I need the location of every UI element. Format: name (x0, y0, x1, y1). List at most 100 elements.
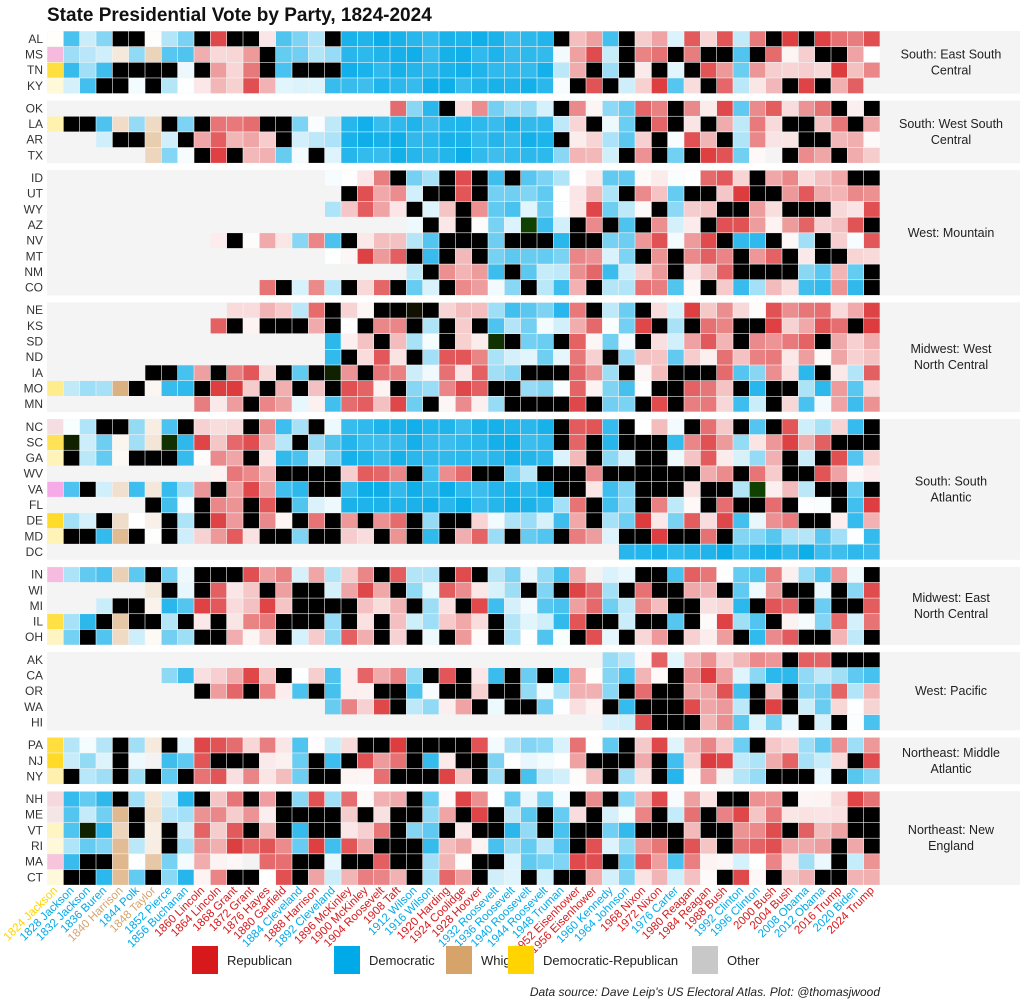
heatmap-cell (504, 116, 521, 132)
heatmap-cell (79, 46, 96, 62)
heatmap-cell (390, 434, 407, 450)
heatmap-cell (733, 567, 750, 583)
heatmap-cell (814, 513, 831, 529)
region-label: North Central (914, 607, 988, 621)
heatmap-cell (586, 598, 603, 614)
heatmap-cell (373, 822, 390, 838)
heatmap-cell (684, 838, 701, 854)
heatmap-cell (602, 116, 619, 132)
heatmap-cell (831, 753, 848, 769)
heatmap-cell (684, 147, 701, 163)
heatmap-cell (47, 380, 64, 396)
heatmap-cell (618, 791, 635, 807)
heatmap-cell (635, 396, 652, 412)
heatmap-cell (259, 567, 276, 583)
heatmap-cell (814, 598, 831, 614)
heatmap-cell (602, 380, 619, 396)
heatmap-cell (700, 567, 717, 583)
heatmap-cell (602, 365, 619, 381)
heatmap-cell (96, 753, 113, 769)
heatmap-cell (177, 132, 194, 148)
heatmap-cell (863, 201, 880, 217)
heatmap-cell (422, 737, 439, 753)
heatmap-cell (406, 78, 423, 94)
heatmap-cell (798, 170, 815, 186)
heatmap-cell (406, 396, 423, 412)
heatmap-cell (635, 170, 652, 186)
heatmap-cell (145, 31, 162, 47)
heatmap-cell (324, 380, 341, 396)
heatmap-cell (651, 481, 668, 497)
heatmap-cell (733, 807, 750, 823)
heatmap-cell (684, 854, 701, 870)
heatmap-cell (733, 419, 750, 435)
state-label: CA (26, 669, 43, 683)
heatmap-cell (684, 582, 701, 598)
heatmap-cell (651, 652, 668, 668)
heatmap-cell (406, 497, 423, 513)
heatmap-cell (292, 280, 309, 296)
heatmap-cell (716, 567, 733, 583)
heatmap-cell (537, 217, 554, 233)
heatmap-cell (471, 668, 488, 684)
state-label: WY (24, 202, 43, 216)
heatmap-cell (177, 528, 194, 544)
heatmap-cell (798, 334, 815, 350)
heatmap-cell (569, 302, 586, 318)
heatmap-cell (847, 147, 864, 163)
heatmap-cell (488, 668, 505, 684)
heatmap-cell (341, 186, 358, 202)
heatmap-cell (782, 513, 799, 529)
heatmap-cell (471, 737, 488, 753)
heatmap-cell (161, 869, 178, 885)
heatmap-cell (390, 869, 407, 885)
heatmap-cell (716, 652, 733, 668)
heatmap-cell (553, 598, 570, 614)
heatmap-cell (553, 434, 570, 450)
heatmap-cell (357, 528, 374, 544)
heatmap-cell (733, 582, 750, 598)
heatmap-cell (145, 822, 162, 838)
heatmap-cell (569, 753, 586, 769)
heatmap-cell (243, 528, 260, 544)
heatmap-cell (749, 629, 766, 645)
heatmap-cell (765, 318, 782, 334)
heatmap-cell (357, 567, 374, 583)
heatmap-cell (667, 201, 684, 217)
heatmap-cell (308, 419, 325, 435)
heatmap-cell (79, 791, 96, 807)
heatmap-cell (733, 768, 750, 784)
heatmap-cell (847, 186, 864, 202)
heatmap-cell (618, 869, 635, 885)
heatmap-cell (520, 807, 537, 823)
heatmap-cell (145, 838, 162, 854)
heatmap-cell (292, 318, 309, 334)
heatmap-cell (177, 62, 194, 78)
heatmap-cell (275, 629, 292, 645)
heatmap-cell (814, 78, 831, 94)
heatmap-cell (618, 699, 635, 715)
heatmap-cell (112, 629, 129, 645)
heatmap-cell (635, 132, 652, 148)
heatmap-cell (569, 807, 586, 823)
heatmap-cell (324, 582, 341, 598)
heatmap-cell (586, 62, 603, 78)
heatmap-cell (782, 201, 799, 217)
state-label: CO (25, 281, 43, 295)
heatmap-cell (553, 78, 570, 94)
heatmap-cell (733, 652, 750, 668)
heatmap-cell (537, 629, 554, 645)
heatmap-cell (651, 396, 668, 412)
heatmap-cell (488, 497, 505, 513)
heatmap-cell (782, 668, 799, 684)
heatmap-cell (308, 838, 325, 854)
heatmap-cell (716, 683, 733, 699)
heatmap-cell (439, 768, 456, 784)
heatmap-cell (635, 528, 652, 544)
heatmap-cell (504, 170, 521, 186)
heatmap-cell (749, 768, 766, 784)
heatmap-cell (259, 365, 276, 381)
heatmap-cell (569, 318, 586, 334)
heatmap-cell (439, 598, 456, 614)
heatmap-cell (749, 481, 766, 497)
